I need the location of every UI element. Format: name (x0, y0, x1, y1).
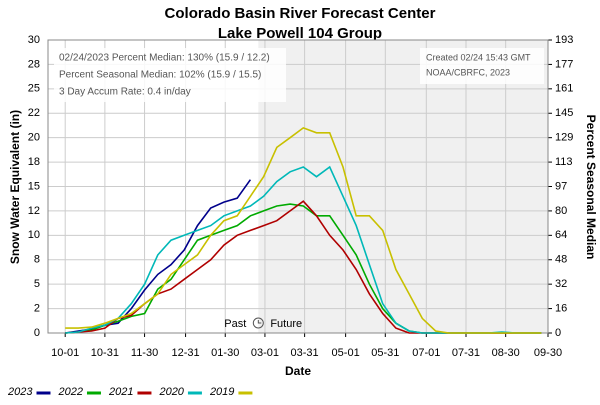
info-text: 02/24/2023 Percent Median: 130% (15.9 / … (59, 53, 270, 64)
y2-tick-label: 16 (555, 302, 567, 314)
y2-axis-label: Percent Seasonal Median (584, 115, 598, 260)
info-text: 3 Day Accum Rate: 0.4 in/day (59, 87, 191, 98)
y2-tick-label: 193 (555, 34, 573, 46)
x-tick-label: 10-31 (91, 347, 119, 359)
credit-box (420, 48, 544, 84)
x-tick-label: 10-01 (51, 347, 79, 359)
y-tick-label: 15 (28, 180, 40, 192)
series-line (65, 126, 542, 334)
x-tick-label: 11-30 (131, 347, 158, 359)
y2-tick-label: 64 (555, 229, 567, 241)
y2-tick-label: 145 (555, 107, 573, 119)
y2-tick-label: 129 (555, 132, 573, 144)
y2-tick-label: 113 (555, 156, 573, 168)
chart-title: Colorado Basin River Forecast Center (165, 5, 436, 22)
x-tick-label: 07-31 (452, 347, 480, 359)
y2-tick-label: 177 (555, 58, 573, 70)
y-tick-label: 25 (28, 83, 40, 95)
info-box (54, 48, 286, 102)
y-tick-label: 12 (28, 205, 40, 217)
chart-subtitle: Lake Powell 104 Group (218, 25, 382, 42)
info-text: Percent Seasonal Median: 102% (15.9 / 15… (59, 70, 261, 81)
y-tick-label: 22 (28, 107, 40, 119)
y-tick-label: 2 (34, 302, 40, 314)
legend-label: 2019 (209, 386, 234, 398)
y-tick-label: 30 (28, 34, 40, 46)
y-tick-label: 8 (34, 254, 40, 266)
plot-border (47, 39, 549, 334)
x-tick-label: 05-01 (332, 347, 360, 359)
past-label: Past (224, 318, 246, 330)
y2-tick-label: 32 (555, 278, 567, 290)
credit-text: Created 02/24 15:43 GMT (426, 52, 531, 62)
y-tick-label: 28 (28, 58, 40, 70)
y-tick-label: 18 (28, 156, 40, 168)
clock-icon (252, 317, 264, 329)
legend-label: 2021 (108, 386, 133, 398)
legend-label: 2023 (7, 386, 33, 398)
y2-tick-label: 0 (555, 327, 561, 339)
legend-label: 2020 (158, 386, 184, 398)
x-axis-label: Date (285, 364, 311, 378)
y-tick-label: 5 (34, 278, 40, 290)
x-tick-label: 12-31 (171, 347, 199, 359)
x-tick-label: 07-01 (412, 347, 440, 359)
credit-text: NOAA/CBRFC, 2023 (426, 67, 510, 77)
y2-tick-label: 80 (555, 205, 567, 217)
y-tick-label: 20 (28, 132, 40, 144)
x-tick-label: 03-31 (291, 347, 319, 359)
x-tick-label: 09-30 (534, 347, 562, 359)
legend-label: 2022 (57, 386, 82, 398)
x-tick-label: 03-01 (251, 347, 279, 359)
y2-tick-label: 48 (555, 254, 567, 266)
y-tick-label: 0 (34, 327, 40, 339)
y2-tick-label: 97 (555, 180, 567, 192)
future-label: Future (270, 318, 302, 330)
x-tick-label: 05-31 (371, 347, 399, 359)
x-tick-label: 01-30 (211, 347, 239, 359)
clock-hands (257, 320, 262, 324)
x-tick-label: 08-30 (492, 347, 520, 359)
y-tick-label: 10 (28, 229, 40, 241)
y-axis-label: Snow Water Equivalent (in) (8, 110, 22, 264)
y2-tick-label: 161 (555, 83, 573, 95)
